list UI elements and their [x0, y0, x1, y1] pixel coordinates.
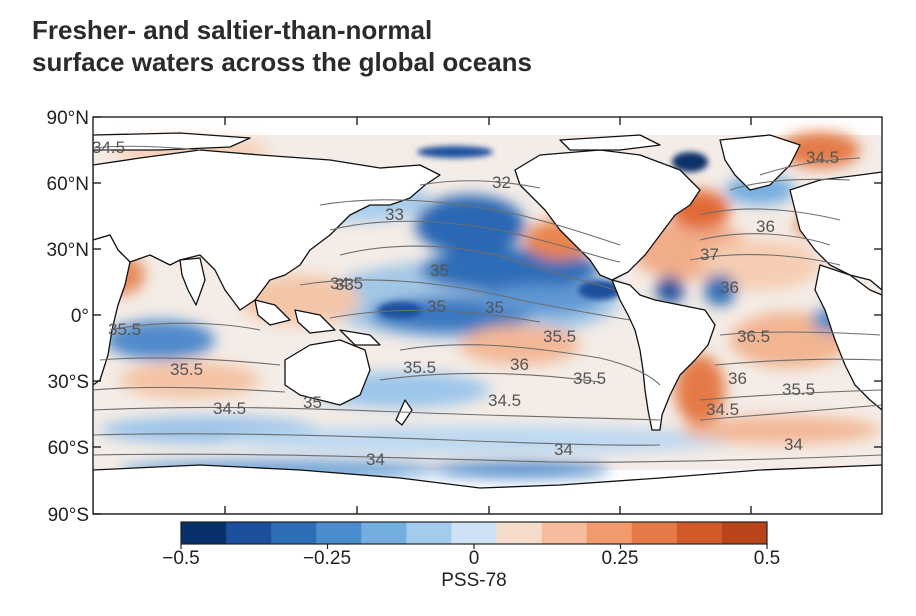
lat-label-90n: 90°N — [47, 108, 89, 129]
contour-label: 34 — [554, 440, 573, 459]
colorbar-swatch — [451, 522, 498, 544]
contour-label: 34.5 — [488, 391, 521, 410]
colorbar-tick-label: 0.25 — [602, 548, 639, 569]
title-line-2: surface waters across the global oceans — [32, 47, 532, 77]
colorbar-swatch — [226, 522, 272, 544]
contour-label: 36 — [728, 369, 747, 388]
colorbar-swatch — [496, 522, 543, 544]
colorbar-swatch — [541, 522, 588, 544]
colorbar-swatch — [271, 522, 317, 544]
contour-label: 33 — [385, 205, 404, 224]
contour-label: 34 — [784, 435, 803, 454]
contour-label: 36 — [720, 278, 739, 297]
contour-label: 32 — [492, 173, 511, 192]
colorbar-swatch — [676, 522, 723, 544]
contour-label: 36 — [510, 355, 529, 374]
lat-label-0: 0° — [71, 306, 89, 327]
lat-label-90s: 90°S — [48, 505, 89, 526]
lat-label-60n: 60°N — [47, 174, 89, 195]
colorbar-tick-label: −0.5 — [162, 548, 200, 569]
contour-label: 34 — [366, 450, 385, 469]
contour-label: 35.5 — [782, 380, 815, 399]
colorbar-tick-label: 0 — [469, 548, 480, 569]
contour-label: 34.5 — [806, 148, 839, 167]
contour-label: 35 — [427, 297, 446, 316]
colorbar-swatch — [721, 522, 768, 544]
colorbar-unit-label: PSS-78 — [441, 570, 506, 591]
colorbar-swatch — [586, 522, 633, 544]
contour-label: 34.5 — [92, 138, 125, 157]
tick-marks — [93, 116, 882, 515]
contour-label: 35.5 — [543, 327, 576, 346]
contour-label: 34.5 — [330, 274, 363, 293]
colorbar-swatch — [631, 522, 678, 544]
colorbar-tick-label: 0.5 — [754, 548, 780, 569]
latitude-labels: 90°N 60°N 30°N 0° 30°S 60°S 90°S — [47, 108, 89, 526]
contour-label: 35 — [430, 261, 449, 280]
lat-label-30s: 30°S — [48, 372, 89, 393]
colorbar-swatch — [316, 522, 362, 544]
colorbar-tick-labels: −0.5 −0.25 0 0.25 0.5 PSS-78 — [162, 548, 780, 591]
contour-label-group: 34.5 33 33 32 35 34.5 35 35 35.5 35.5 35… — [92, 138, 839, 469]
contour-label: 34.5 — [706, 400, 739, 419]
contour-label: 35.5 — [108, 320, 141, 339]
contour-label: 35 — [485, 298, 504, 317]
contour-label: 35 — [303, 393, 322, 412]
title-line-1: Fresher- and saltier-than-normal — [32, 15, 433, 45]
anomaly-field: 34.5 33 33 32 35 34.5 35 35 35.5 35.5 35… — [92, 117, 882, 514]
contour-label: 36.5 — [737, 327, 770, 346]
contour-label: 37 — [700, 245, 719, 264]
contour-label: 34.5 — [213, 399, 246, 418]
colorbar-swatch — [406, 522, 452, 544]
colorbar — [180, 521, 768, 549]
contour-label: 35.5 — [573, 369, 606, 388]
lat-label-30n: 30°N — [47, 240, 89, 261]
lat-label-60s: 60°S — [48, 438, 89, 459]
contour-label: 35.5 — [170, 360, 203, 379]
colorbar-swatch — [361, 522, 407, 544]
colorbar-tick-label: −0.25 — [303, 548, 351, 569]
contour-label: 35.5 — [403, 358, 436, 377]
figure-title: Fresher- and saltier-than-normal surface… — [32, 14, 652, 78]
contour-label: 36 — [756, 217, 775, 236]
colorbar-swatch — [181, 522, 227, 544]
contour-label: 33 — [335, 275, 354, 294]
salinity-contours — [93, 145, 882, 463]
continents — [93, 132, 882, 514]
